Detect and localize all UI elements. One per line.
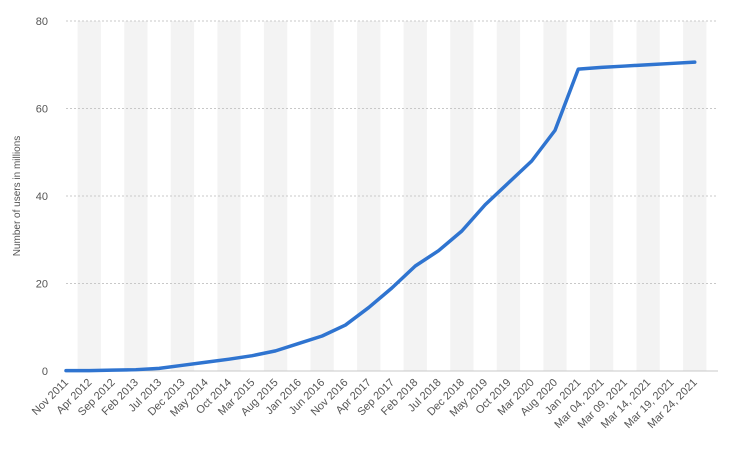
stripe (217, 21, 241, 371)
stripe (496, 21, 521, 371)
y-tick-label: 80 (36, 16, 48, 28)
y-tick-label: 40 (36, 191, 48, 203)
stripe (357, 21, 381, 371)
stripe (589, 21, 614, 371)
y-tick-label: 20 (36, 279, 48, 291)
y-axis-label: Number of users in millions (12, 136, 23, 257)
line (64, 60, 697, 373)
y-tick-label: 0 (42, 366, 48, 378)
stripe (77, 21, 101, 371)
y-tick-label: 60 (36, 104, 48, 116)
